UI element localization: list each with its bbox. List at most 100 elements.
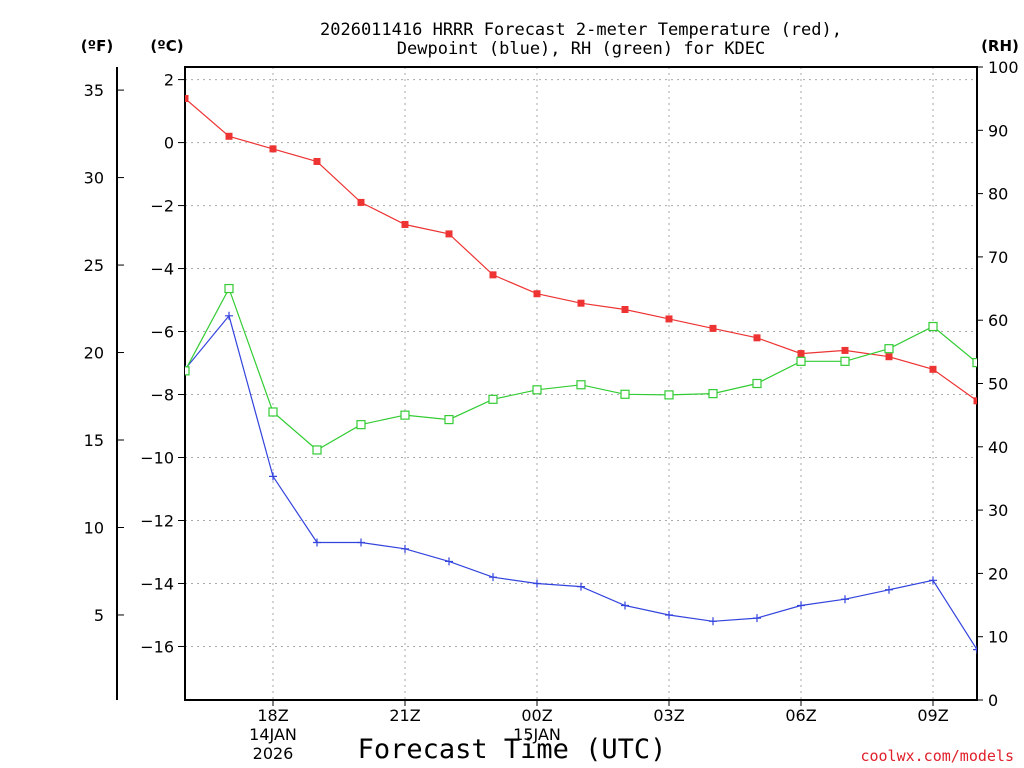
rh-point (268, 407, 278, 417)
chart-title-line-2: Dewpoint (blue), RH (green) for KDEC (397, 39, 765, 59)
dewpoint-point (753, 614, 761, 623)
temperature-point (225, 132, 233, 140)
temperature-point (269, 145, 277, 153)
dewpoint-point (621, 601, 629, 610)
rh-tick-label: 0 (988, 691, 998, 710)
celsius-tick-label: −16 (140, 637, 174, 656)
series-layer (185, 94, 977, 654)
rh-tick-label: 80 (988, 185, 1008, 204)
rh-point (185, 366, 190, 376)
rh-point (840, 356, 850, 366)
temperature-point (973, 397, 977, 405)
dewpoint-point (225, 311, 233, 320)
rh-tick-label: 60 (988, 311, 1008, 330)
rh-point (752, 378, 762, 389)
temperature-point (533, 290, 541, 298)
x-tick-label: 03Z (653, 706, 684, 725)
temperature-point (185, 94, 189, 102)
dewpoint-point (841, 595, 849, 604)
temperature-point (489, 271, 497, 279)
fahrenheit-tick-label: 15 (84, 431, 104, 450)
rh-tick-label: 20 (988, 564, 1008, 583)
x-tick-year-label: 2026 (253, 744, 294, 763)
dewpoint-point (445, 557, 453, 566)
x-tick-date-label: 15JAN (513, 725, 561, 744)
dewpoint-point (357, 538, 365, 547)
temperature-point (709, 324, 717, 332)
rh-tick-label: 30 (988, 501, 1008, 520)
credit-text: coolwx.com/models (860, 747, 1014, 765)
fahrenheit-tick-label: 35 (84, 81, 104, 100)
rh-point (312, 445, 322, 455)
x-tick-label: 06Z (785, 706, 816, 725)
fahrenheit-tick-label: 25 (84, 256, 104, 275)
dewpoint-point (401, 544, 409, 553)
celsius-unit-label: (ºC) (150, 37, 183, 55)
dewpoint-point (665, 610, 673, 619)
x-tick-label: 18Z (257, 706, 288, 725)
dewpoint-point (313, 538, 321, 547)
temperature-point (797, 350, 805, 358)
rh-point (884, 344, 894, 354)
temperature-point (401, 220, 409, 228)
rh-point (972, 358, 977, 368)
x-tick-date-label: 14JAN (249, 725, 297, 744)
rh-point (620, 389, 630, 399)
temperature-point (929, 365, 937, 373)
temperature-point (313, 157, 321, 165)
rh-point (928, 321, 938, 332)
temperature-point (841, 346, 849, 354)
tick-labels: 20−2−4−6−8−10−12−14−16353025201510510090… (84, 58, 1019, 763)
fahrenheit-unit-label: (ºF) (81, 37, 113, 55)
rh-point (796, 356, 806, 366)
temperature-point (357, 198, 365, 206)
rh-unit-label: (RH) (981, 37, 1019, 55)
rh-point (400, 410, 410, 420)
celsius-tick-label: −2 (150, 197, 174, 216)
temperature-point (445, 230, 453, 238)
rh-tick-label: 10 (988, 628, 1008, 647)
rh-point (576, 380, 586, 390)
dewpoint-point (885, 585, 893, 594)
temperature-point (753, 334, 761, 342)
rh-tick-label: 90 (988, 121, 1008, 140)
rh-tick-label: 100 (988, 58, 1019, 77)
celsius-tick-label: −8 (150, 386, 174, 405)
celsius-tick-label: 2 (164, 71, 174, 90)
dewpoint-point (797, 601, 805, 610)
celsius-tick-label: −14 (140, 574, 174, 593)
rh-tick-label: 40 (988, 438, 1008, 457)
x-axis-label: Forecast Time (UTC) (358, 734, 667, 765)
temperature-point (577, 299, 585, 307)
temperature-point (621, 305, 629, 313)
dewpoint-point (269, 472, 277, 481)
dewpoint-point (533, 579, 541, 588)
dewpoint-point (489, 573, 497, 582)
dewpoint-point (929, 576, 937, 585)
rh-tick-label: 50 (988, 375, 1008, 394)
dewpoint-point (577, 582, 585, 591)
axes (116, 66, 983, 706)
temperature-point (665, 315, 673, 323)
rh-point (224, 283, 234, 294)
x-tick-label: 09Z (917, 706, 948, 725)
fahrenheit-tick-label: 20 (84, 344, 104, 363)
temperature-point (885, 353, 893, 361)
rh-point (356, 420, 366, 430)
rh-point (708, 389, 718, 399)
x-tick-label: 00Z (521, 706, 552, 725)
dewpoint-point (709, 617, 717, 626)
x-tick-label: 21Z (389, 706, 420, 725)
celsius-tick-label: −4 (150, 260, 174, 279)
rh-tick-label: 70 (988, 248, 1008, 267)
rh-point (532, 385, 542, 395)
fahrenheit-tick-label: 30 (84, 169, 104, 188)
fahrenheit-tick-label: 5 (94, 606, 104, 625)
celsius-tick-label: −10 (140, 449, 174, 468)
temperature-line (185, 98, 977, 402)
rh-point (444, 414, 454, 425)
chart-title-line-1: 2026011416 HRRR Forecast 2-meter Tempera… (320, 20, 842, 40)
rh-point (488, 394, 498, 404)
celsius-tick-label: −12 (140, 511, 174, 530)
